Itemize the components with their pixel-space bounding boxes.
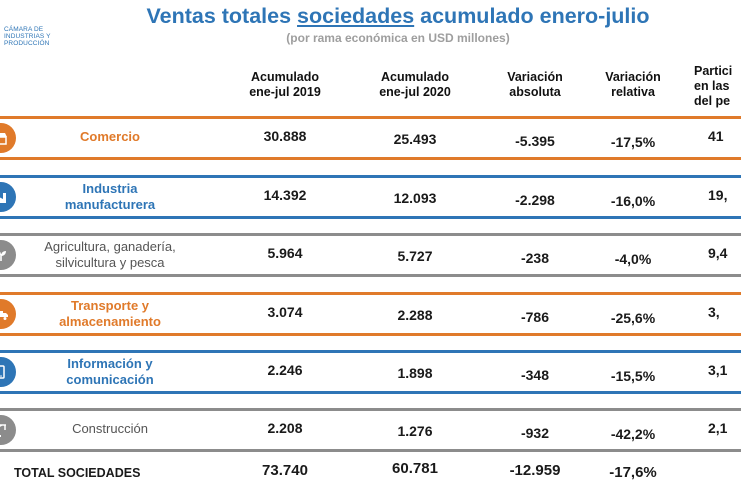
value-rel: -15,5% xyxy=(610,368,656,384)
column-header-line: relativa xyxy=(611,85,655,99)
value-abs: -348 xyxy=(520,367,550,383)
sector-label-line: silvicultura y pesca xyxy=(55,255,165,270)
value-2019: 30.888 xyxy=(263,128,307,144)
crane-icon xyxy=(0,415,16,445)
sector-label: Agricultura, ganadería, silvicultura y pe… xyxy=(12,239,208,271)
total-rel: -17,6% xyxy=(609,464,657,481)
value-abs: -238 xyxy=(520,250,550,266)
value-abs: -932 xyxy=(520,425,550,441)
value-rel: -17,5% xyxy=(610,134,656,150)
sector-row xyxy=(0,116,741,160)
page-title: Ventas totales sociedades acumulado ener… xyxy=(108,4,688,29)
column-header-2020: Acumulado ene-jul 2020 xyxy=(360,70,470,100)
value-2020: 5.727 xyxy=(397,248,433,264)
sector-label-line: manufacturera xyxy=(64,197,156,212)
sector-row xyxy=(0,175,741,219)
column-header-line: ene-jul 2019 xyxy=(249,85,321,99)
column-header-share: Partici en las del pe xyxy=(694,64,741,109)
sector-row xyxy=(0,408,741,452)
total-abs: -12.959 xyxy=(509,462,561,479)
sector-label-line: almacenamiento xyxy=(59,314,161,329)
sector-label: Información y comunicación xyxy=(12,356,208,388)
sector-label-line: Industria xyxy=(82,181,138,196)
sector-label-line: Información y xyxy=(67,356,153,371)
plant-icon xyxy=(0,240,16,270)
sector-label: Transporte y almacenamiento xyxy=(12,298,208,330)
value-rel: -25,6% xyxy=(610,310,656,326)
logo-line-2: INDUSTRIAS Y xyxy=(4,33,51,40)
column-header-line: en las xyxy=(694,79,730,93)
sector-row xyxy=(0,233,741,277)
value-2019: 2.246 xyxy=(267,362,303,378)
value-2019: 3.074 xyxy=(267,304,303,320)
column-header-line: del pe xyxy=(694,94,731,108)
sector-label-line: comunicación xyxy=(66,372,154,387)
value-share: 9,4 xyxy=(708,245,728,261)
title-underlined: sociedades xyxy=(297,4,415,28)
value-share: 19, xyxy=(708,187,728,203)
sector-row xyxy=(0,292,741,336)
value-2019: 14.392 xyxy=(263,187,307,203)
value-share: 2,1 xyxy=(708,420,728,436)
value-2020: 25.493 xyxy=(393,131,437,147)
value-rel: -16,0% xyxy=(610,193,656,209)
value-abs: -2.298 xyxy=(515,192,555,208)
value-2020: 2.288 xyxy=(397,307,433,323)
value-share: 3, xyxy=(708,304,720,320)
title-after: acumulado enero-julio xyxy=(414,4,650,28)
column-header-line: Variación xyxy=(605,70,661,84)
total-2020: 60.781 xyxy=(392,460,438,477)
column-header-2019: Acumulado ene-jul 2019 xyxy=(230,70,340,100)
column-header-line: ene-jul 2020 xyxy=(379,85,451,99)
sector-label-line: Construcción xyxy=(72,421,148,436)
column-header-abs: Variación absoluta xyxy=(485,70,585,100)
value-2020: 1.276 xyxy=(397,423,433,439)
page-subtitle: (por rama económica en USD millones) xyxy=(286,31,510,45)
total-2019: 73.740 xyxy=(262,462,308,479)
value-2019: 2.208 xyxy=(267,420,303,436)
value-abs: -786 xyxy=(520,309,550,325)
value-2019: 5.964 xyxy=(267,245,303,261)
value-2020: 1.898 xyxy=(397,365,433,381)
sector-label-line: Comercio xyxy=(80,129,140,144)
truck-icon xyxy=(0,299,16,329)
value-rel: -4,0% xyxy=(614,251,652,267)
column-header-line: Acumulado xyxy=(250,70,320,84)
total-label: TOTAL SOCIEDADES xyxy=(14,466,141,480)
sector-row xyxy=(0,350,741,394)
sector-label: Construcción xyxy=(12,421,208,437)
sector-label: Industria manufacturera xyxy=(12,181,208,213)
title-before: Ventas totales xyxy=(146,4,298,28)
store-icon xyxy=(0,123,16,153)
column-header-line: Partici xyxy=(694,64,733,78)
value-rel: -42,2% xyxy=(610,426,656,442)
logo-line-1: CÁMARA DE xyxy=(4,26,44,33)
sector-label-line: Agricultura, ganadería, xyxy=(44,239,176,254)
column-header-line: Acumulado xyxy=(380,70,450,84)
column-header-line: absoluta xyxy=(509,85,561,99)
column-header-rel: Variación relativa xyxy=(583,70,683,100)
sector-label: Comercio xyxy=(12,129,208,145)
value-share: 41 xyxy=(708,128,724,144)
phone-icon xyxy=(0,357,16,387)
logo-line-3: PRODUCCIÓN xyxy=(4,40,50,47)
value-abs: -5.395 xyxy=(515,133,555,149)
value-2020: 12.093 xyxy=(393,190,437,206)
factory-icon xyxy=(0,182,16,212)
logo: CÁMARA DE INDUSTRIAS Y PRODUCCIÓN xyxy=(4,26,74,47)
column-header-line: Variación xyxy=(507,70,563,84)
sector-label-line: Transporte y xyxy=(70,298,150,313)
value-share: 3,1 xyxy=(708,362,728,378)
